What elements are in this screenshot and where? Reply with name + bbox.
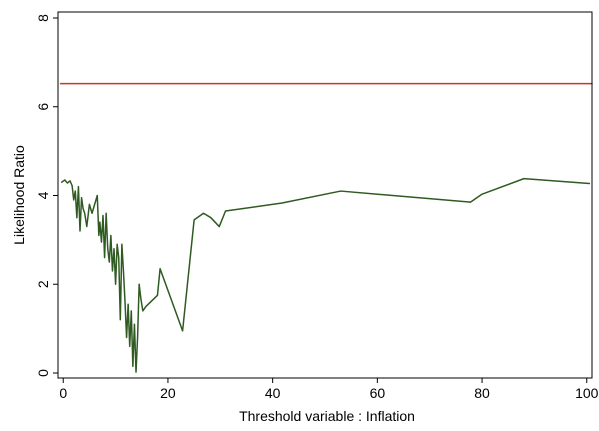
y-axis-label: Likelihood Ratio: [11, 145, 27, 245]
y-tick-label-3: 6: [35, 103, 51, 111]
x-tick-label-2: 40: [265, 385, 281, 401]
x-tick-label-4: 80: [474, 385, 490, 401]
x-tick-label-5: 100: [575, 385, 599, 401]
series-line-1: [60, 177, 591, 373]
x-tick-label-1: 20: [160, 385, 176, 401]
x-tick-label-3: 60: [370, 385, 386, 401]
x-tick-label-0: 0: [59, 385, 67, 401]
chart-axes: 0 20 40 60 80 100 0 2 4 6 8: [35, 11, 599, 401]
x-axis-label: Threshold variable : Inflation: [239, 408, 415, 424]
y-tick-label-2: 4: [35, 191, 51, 199]
y-tick-label-1: 2: [35, 280, 51, 288]
y-tick-label-4: 8: [35, 14, 51, 22]
chart-marks: [59, 82, 593, 373]
y-tick-label-0: 0: [35, 369, 51, 377]
